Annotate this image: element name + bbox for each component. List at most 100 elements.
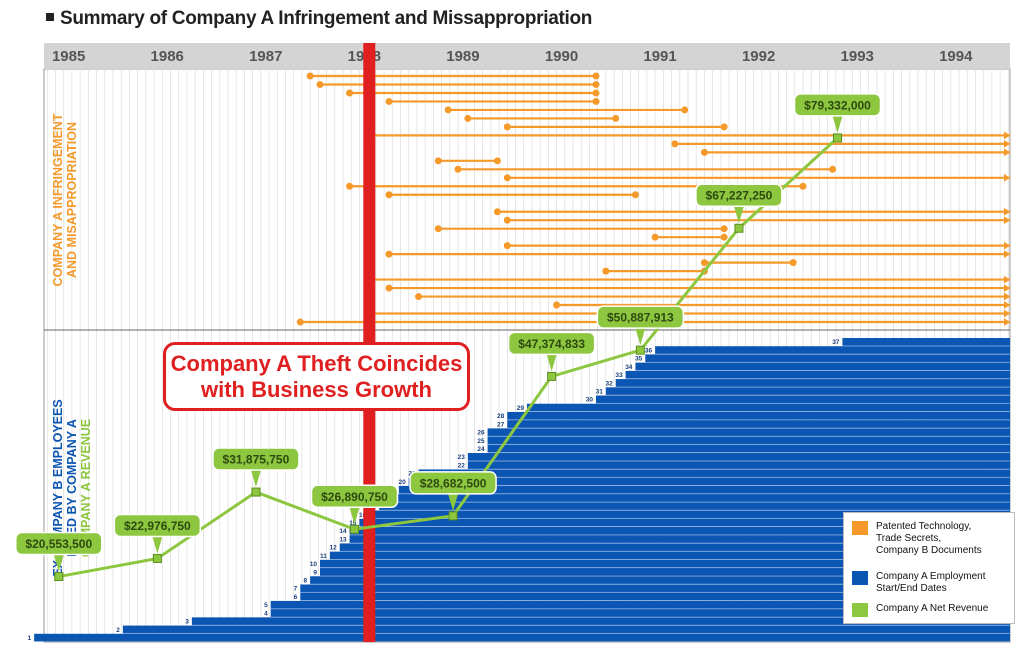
employment-bar	[635, 362, 1010, 371]
year-tick-label: 1993	[841, 48, 874, 65]
infringement-start-dot	[296, 318, 304, 326]
employment-bar	[300, 584, 1010, 593]
infringement-start-dot	[493, 208, 501, 216]
infringement-start-dot	[385, 250, 393, 258]
employee-number-label: 35	[635, 356, 643, 363]
infringement-arrow	[1004, 139, 1010, 148]
employment-bar	[418, 469, 1011, 478]
year-tick-label: 1986	[151, 48, 184, 65]
infringement-arrow	[1004, 250, 1010, 259]
infringement-arrow	[1004, 275, 1010, 284]
legend-swatch-green	[852, 603, 868, 617]
year-axis-band	[44, 43, 1010, 69]
employment-bar	[270, 600, 1010, 609]
employee-number-label: 32	[605, 380, 613, 387]
revenue-point	[635, 345, 645, 355]
employee-number-label: 34	[625, 364, 633, 371]
legend-swatch-orange	[852, 521, 868, 535]
revenue-label-box	[113, 513, 202, 538]
infringement-end-dot	[612, 114, 620, 122]
employee-number-label: 30	[586, 397, 594, 404]
employee-number-label: 15	[349, 520, 357, 527]
infringement-start-dot	[700, 148, 708, 156]
legend: Patented Technology, Trade Secrets, Comp…	[843, 512, 1015, 624]
revenue-label: $79,332,000	[804, 98, 871, 112]
section-label-infringement: AND MISAPPROPRIATION	[65, 122, 79, 278]
employee-number-label: 26	[477, 430, 485, 437]
revenue-label: $31,875,750	[223, 453, 290, 467]
employment-bar	[487, 428, 1011, 436]
employment-bar	[467, 461, 1010, 469]
chart-title: Summary of Company A Infringement and Mi…	[46, 8, 592, 30]
revenue-label-box	[507, 331, 596, 356]
revenue-label-box	[15, 531, 103, 556]
revenue-point	[152, 553, 162, 563]
revenue-label-pointer	[152, 536, 163, 554]
employee-number-label: 37	[832, 339, 840, 346]
infringement-end-dot	[592, 89, 600, 97]
revenue-label-pointer	[635, 328, 646, 346]
infringement-arrow	[1004, 309, 1010, 318]
employee-number-label: 4	[264, 610, 268, 617]
employment-bar	[398, 485, 1010, 494]
revenue-label-pointer	[546, 354, 557, 372]
employment-bar	[300, 592, 1010, 601]
employment-bar	[379, 502, 1011, 510]
infringement-arrow	[1004, 301, 1010, 310]
infringement-start-dot	[671, 140, 679, 148]
revenue-label-box	[212, 447, 300, 471]
infringement-end-dot	[592, 72, 600, 80]
infringement-arrow	[1004, 292, 1010, 301]
infringement-end-dot	[720, 123, 728, 131]
infringement-start-dot	[651, 233, 659, 241]
legend-label: Company A Net Revenue	[876, 603, 989, 614]
infringement-end-dot	[829, 165, 837, 173]
employee-number-label: 11	[320, 553, 327, 560]
employment-bar	[270, 609, 1010, 617]
revenue-label: $22,976,750	[124, 519, 191, 533]
employment-bar	[487, 436, 1011, 445]
year-tick-label: 1994	[939, 48, 973, 65]
revenue-label: $20,553,500	[25, 537, 92, 551]
employment-bar	[310, 576, 1011, 584]
infringement-start-dot	[346, 182, 354, 190]
employment-bar	[645, 354, 1010, 363]
section-label-revenue: COMPANY A REVENUE	[79, 419, 93, 557]
employee-number-label: 12	[329, 545, 337, 552]
infringement-start-dot	[346, 89, 354, 97]
employee-number-label: 28	[497, 413, 505, 420]
employee-number-label: 23	[458, 454, 466, 461]
infringement-arrow	[1004, 284, 1010, 293]
infringement-arrow	[1004, 207, 1010, 216]
employee-number-label: 16	[359, 512, 367, 519]
employee-number-label: 6	[294, 594, 298, 601]
infringement-start-dot	[385, 97, 393, 105]
revenue-point	[54, 572, 64, 582]
infringement-start-dot	[503, 174, 511, 182]
legend-item-infringement: Patented Technology, Trade Secrets, Comp…	[852, 521, 982, 557]
employee-number-label: 13	[339, 536, 347, 543]
infringement-start-dot	[553, 301, 561, 309]
infringement-start-dot	[700, 259, 708, 267]
infringement-start-dot	[434, 225, 442, 233]
employee-number-label: 25	[477, 438, 485, 445]
revenue-label-box	[409, 471, 497, 495]
revenue-label-box	[793, 93, 882, 117]
infringement-end-dot	[789, 259, 797, 267]
infringement-start-dot	[503, 242, 511, 250]
revenue-point	[547, 371, 557, 381]
infringement-arrow	[1004, 148, 1010, 157]
employment-bar	[369, 510, 1010, 519]
employee-number-label: 3	[185, 619, 189, 626]
infringement-start-dot	[385, 191, 393, 199]
infringement-arrow	[1004, 241, 1010, 250]
revenue-label-pointer	[832, 115, 843, 133]
revenue-label-pointer	[53, 554, 64, 572]
revenue-label-pointer	[733, 206, 744, 224]
legend-item-revenue: Company A Net Revenue	[852, 603, 988, 617]
infringement-start-dot	[602, 267, 610, 275]
employment-bar	[842, 338, 1010, 346]
employee-number-label: 22	[458, 462, 466, 469]
employee-number-label: 14	[339, 528, 347, 535]
employment-bar	[359, 518, 1010, 527]
